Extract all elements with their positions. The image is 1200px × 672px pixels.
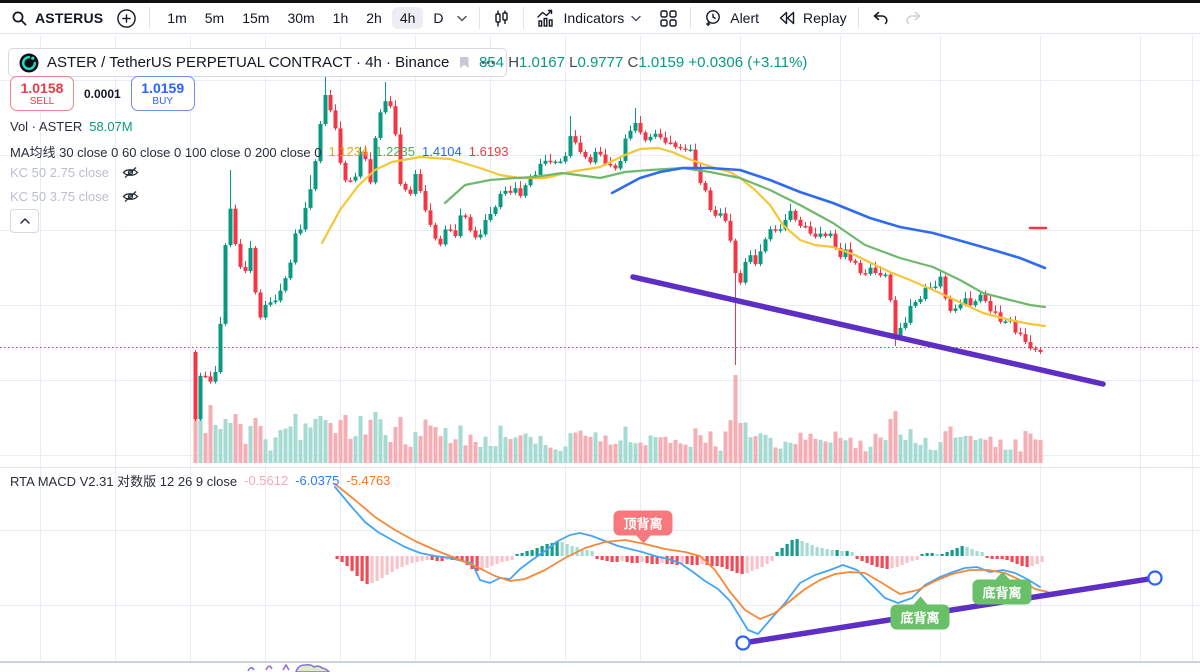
bottom-divergence-label[interactable]: 底背离: [972, 579, 1032, 605]
candle-style-icon[interactable]: [489, 6, 514, 31]
ma100-line: [610, 166, 1047, 270]
toolbar-divider: [149, 7, 151, 29]
spread-value: 0.0001: [84, 86, 121, 101]
buy-label: BUY: [152, 96, 173, 107]
trendline-handle[interactable]: [735, 635, 751, 651]
sell-button[interactable]: 1.0158 SELL: [10, 76, 74, 111]
price-trendline[interactable]: [630, 274, 1106, 387]
ohlc-readout: 854 H1.0167 L0.9777 C1.0159 +0.0306 (+3.…: [479, 54, 807, 71]
tab-timeframe-30m[interactable]: 30m: [287, 10, 315, 26]
window-top-edge: [0, 0, 1200, 3]
trade-buttons-row: 1.0158 SELL 0.0001 1.0159 BUY: [10, 76, 195, 111]
tab-timeframe-1m[interactable]: 1m: [167, 10, 187, 26]
ohlc-low-value: 0.9777: [577, 54, 624, 71]
tab-timeframe-4h[interactable]: 4h: [391, 7, 424, 29]
ohlc-high-value: 1.0167: [519, 54, 565, 71]
ohlc-close-value: 1.0159: [638, 54, 685, 71]
kc2-legend-row[interactable]: KC 50 3.75 close: [10, 189, 139, 204]
flag-icon[interactable]: [457, 56, 471, 69]
tab-timeframe-1h[interactable]: 1h: [332, 10, 349, 26]
aster-logo-icon: [19, 53, 39, 73]
toolbar-divider: [857, 7, 859, 29]
candles: [193, 75, 1043, 421]
bottom-divergence-label[interactable]: 底背离: [890, 604, 950, 630]
undo-icon[interactable]: [868, 8, 892, 28]
sell-price: 1.0158: [20, 80, 64, 96]
volume-bars: [193, 375, 1043, 463]
volume-label: Vol · ASTER: [10, 119, 83, 134]
ma100-value: 1.4104: [422, 144, 462, 159]
ohlc-high-label: H: [508, 54, 520, 71]
tab-timeframe-2h[interactable]: 2h: [366, 10, 382, 26]
ohlc-open-partial: 854: [479, 54, 505, 71]
legend-collapse-button[interactable]: [10, 209, 39, 233]
tab-timeframe-15m[interactable]: 15m: [242, 10, 270, 26]
legend-more-button[interactable]: •••: [481, 56, 496, 69]
macd-legend-row[interactable]: RTA MACD V2.31 对数版 12 26 9 close -0.5612…: [10, 471, 390, 490]
ohlc-change-value: +0.0306 (+3.11%): [688, 54, 808, 71]
ma-legend-row[interactable]: MA均线 30 close 0 60 close 0 100 close 0 2…: [10, 142, 509, 161]
toolbar-divider: [478, 7, 480, 29]
alert-icon[interactable]: [700, 5, 726, 31]
toolbar-divider: [690, 7, 692, 29]
macd-signal-line: [334, 483, 1049, 620]
kc1-legend-row[interactable]: KC 50 2.75 close: [10, 165, 139, 180]
macd-hist-value: -0.5612: [244, 473, 289, 488]
macd-signal-value: -5.4763: [346, 473, 391, 488]
legend-symbol-title: ASTER / TetherUS PERPETUAL CONTRACT · 4h…: [47, 54, 450, 71]
indicators-icon[interactable]: [533, 6, 560, 31]
buy-button[interactable]: 1.0159 BUY: [130, 76, 195, 111]
tab-timeframe-d[interactable]: D: [433, 10, 444, 26]
ohlc-close-label: C: [627, 54, 639, 71]
indicators-chevron-down-icon[interactable]: [628, 12, 644, 25]
kc2-label: KC 50 3.75 close: [10, 189, 110, 204]
ma-label: MA均线 30 close 0 60 close 0 100 close 0 2…: [10, 145, 322, 160]
eye-off-icon[interactable]: [116, 165, 139, 180]
indicators-button[interactable]: Indicators: [563, 10, 625, 26]
top-divergence-label[interactable]: 顶背离: [613, 510, 673, 536]
compare-add-icon[interactable]: [113, 5, 140, 32]
ma60-line: [443, 166, 1047, 309]
toolbar-divider: [522, 7, 524, 29]
tab-timeframe-5m[interactable]: 5m: [204, 10, 225, 26]
alert-button[interactable]: Alert: [730, 10, 760, 26]
ma30-line: [320, 146, 1047, 328]
symbol-legend-pill[interactable]: ASTER / TetherUS PERPETUAL CONTRACT · 4h…: [8, 48, 507, 77]
eye-off-icon[interactable]: [116, 189, 139, 204]
volume-value: 58.07M: [89, 119, 133, 134]
kc1-label: KC 50 2.75 close: [10, 165, 110, 180]
macd-line-value: -6.0375: [295, 473, 340, 488]
symbol-button[interactable]: ASTERUS: [35, 10, 104, 26]
ma200-value: 1.6193: [468, 144, 509, 159]
trendline-handle[interactable]: [1147, 570, 1163, 586]
ohlc-low-label: L: [569, 54, 578, 71]
buy-price: 1.0159: [141, 80, 185, 96]
pane-divider[interactable]: [0, 661, 1200, 663]
redo-icon[interactable]: [902, 8, 926, 28]
macd-histogram: [335, 539, 1044, 584]
top-toolbar: ASTERUS 1m 5m 15m 30m 1h 2h 4h D Indicat…: [0, 3, 1200, 34]
sell-label: SELL: [29, 96, 55, 107]
replay-button[interactable]: Replay: [803, 10, 847, 26]
layout-grid-icon[interactable]: [656, 6, 681, 31]
ma30-value: 1.1234: [328, 144, 369, 159]
ma60-value: 1.2235: [375, 144, 415, 159]
macd-label: RTA MACD V2.31 对数版 12 26 9 close: [10, 474, 238, 489]
bottom-pane-preview: [247, 663, 330, 672]
chart-grid: [0, 36, 1200, 661]
search-icon[interactable]: [8, 7, 31, 30]
replay-icon[interactable]: [773, 7, 799, 29]
timeframe-chevron-down-icon[interactable]: [454, 12, 470, 25]
volume-legend-row[interactable]: Vol · ASTER 58.07M: [10, 119, 133, 134]
